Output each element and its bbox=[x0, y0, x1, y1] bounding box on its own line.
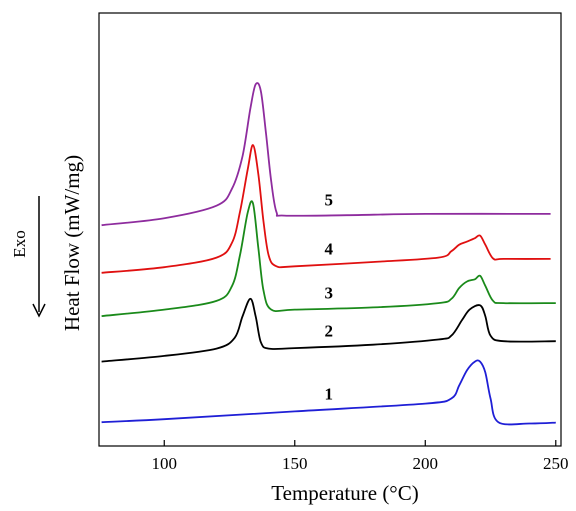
series-label-5: 5 bbox=[324, 190, 333, 209]
series-label-1: 1 bbox=[324, 384, 333, 403]
series-label-3: 3 bbox=[324, 284, 333, 303]
series-line-4 bbox=[101, 144, 551, 274]
x-axis-label: Temperature (°C) bbox=[271, 481, 418, 505]
x-tick-label-200: 200 bbox=[413, 454, 439, 473]
x-axis: 100 150 200 250 bbox=[152, 440, 569, 473]
exo-label: Exo bbox=[10, 230, 29, 257]
series-labels: 1 2 3 4 5 bbox=[324, 190, 333, 403]
series-label-4: 4 bbox=[324, 239, 333, 258]
x-tick-label-100: 100 bbox=[152, 454, 178, 473]
plot-area-border bbox=[98, 12, 562, 447]
series-layer bbox=[101, 82, 556, 426]
series-line-1 bbox=[101, 359, 556, 426]
x-tick-label-150: 150 bbox=[282, 454, 308, 473]
exo-arrow-head bbox=[32, 303, 46, 318]
y-axis-label: Heat Flow (mW/mg) bbox=[60, 155, 84, 331]
exo-arrow bbox=[32, 196, 46, 318]
series-line-2 bbox=[101, 297, 556, 363]
plot-frame bbox=[98, 12, 562, 447]
series-label-2: 2 bbox=[324, 322, 333, 341]
series-line-5 bbox=[101, 82, 551, 227]
x-tick-label-250: 250 bbox=[543, 454, 569, 473]
series-line-3 bbox=[101, 200, 556, 317]
